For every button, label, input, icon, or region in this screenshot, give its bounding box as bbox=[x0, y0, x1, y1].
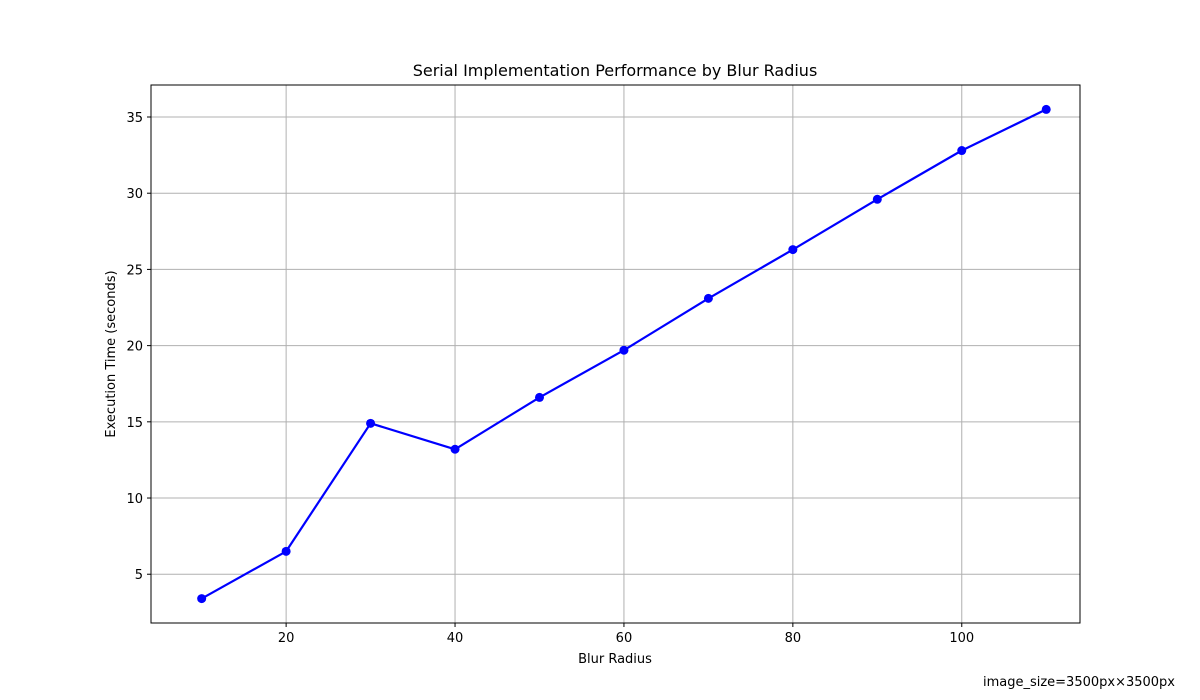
image-size-note: image_size=3500px×3500px bbox=[982, 675, 1175, 690]
data-point bbox=[788, 245, 798, 255]
data-point bbox=[366, 418, 376, 428]
plot-frame bbox=[150, 84, 1081, 624]
y-axis-label: Execution Time (seconds) bbox=[104, 270, 119, 437]
data-point bbox=[872, 194, 882, 204]
x-tick-label: 80 bbox=[785, 631, 802, 646]
y-tick-label: 25 bbox=[126, 263, 143, 278]
y-tick-label: 15 bbox=[126, 416, 143, 431]
grid bbox=[151, 85, 1080, 623]
data-point bbox=[197, 594, 207, 604]
data-point bbox=[1041, 104, 1051, 114]
y-tick-label: 20 bbox=[126, 340, 143, 355]
data-point bbox=[534, 392, 544, 402]
data-point bbox=[619, 345, 629, 355]
x-tick-label: 20 bbox=[278, 631, 295, 646]
x-axis: 20 40 60 80 100 bbox=[278, 623, 974, 646]
y-tick-label: 10 bbox=[126, 492, 143, 507]
x-tick-label: 100 bbox=[949, 631, 974, 646]
data-point bbox=[703, 293, 713, 303]
series-group bbox=[197, 104, 1051, 604]
x-axis-label: Blur Radius bbox=[578, 652, 652, 667]
y-tick-label: 30 bbox=[126, 187, 143, 202]
x-tick-label: 60 bbox=[616, 631, 633, 646]
data-point bbox=[450, 444, 460, 454]
data-point bbox=[281, 546, 291, 556]
y-tick-label: 35 bbox=[126, 111, 143, 126]
data-point bbox=[957, 146, 967, 156]
y-axis: 5 10 15 20 25 30 35 bbox=[126, 111, 151, 583]
chart-title: Serial Implementation Performance by Blu… bbox=[413, 61, 818, 80]
x-tick-label: 40 bbox=[447, 631, 464, 646]
y-tick-label: 5 bbox=[135, 568, 143, 583]
